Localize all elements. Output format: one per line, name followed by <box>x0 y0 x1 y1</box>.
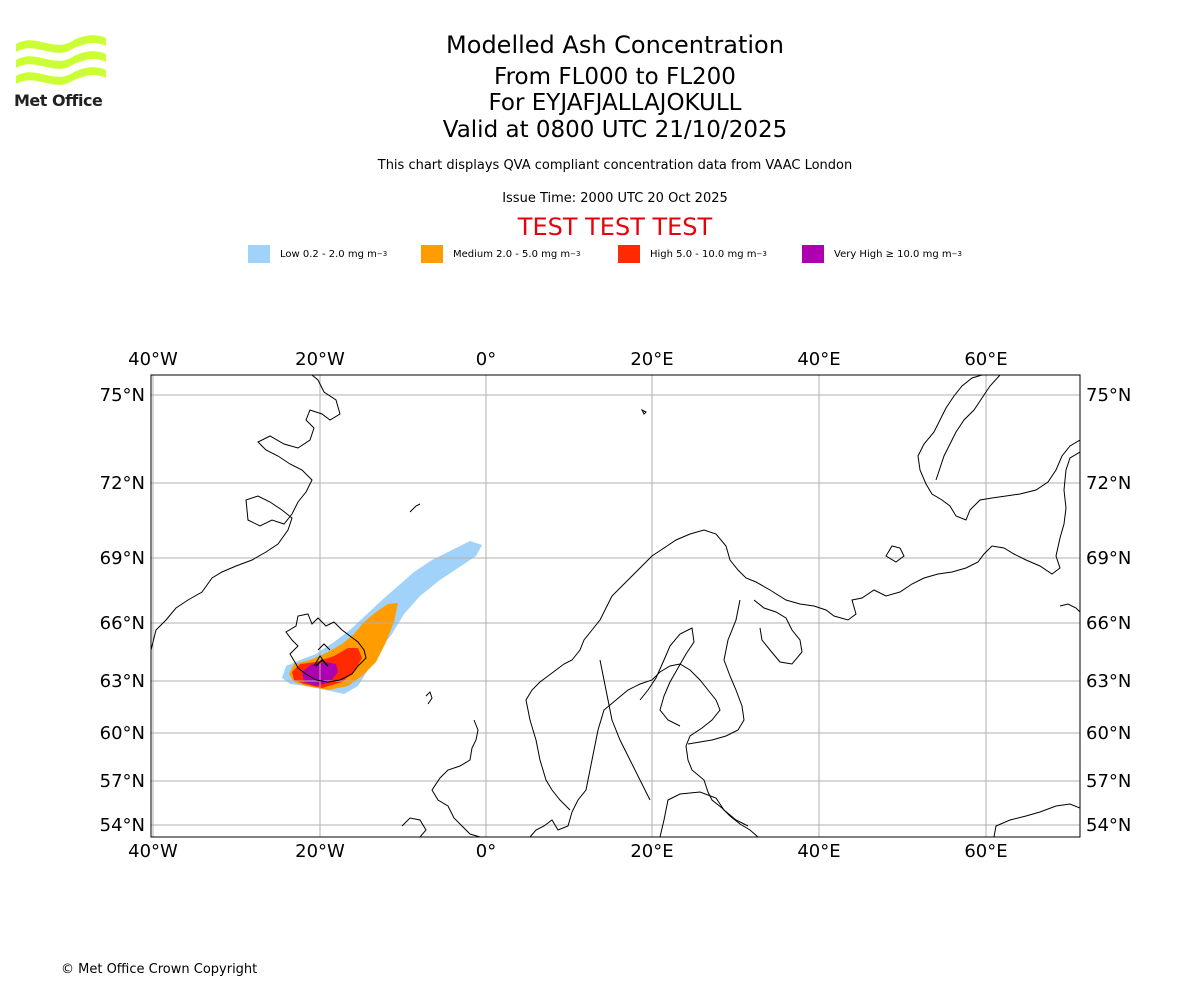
legend-label-very-high: Very High ≥ 10.0 mg m <box>834 248 952 260</box>
legend-item-high: High 5.0 - 10.0 mg m −3 <box>618 244 767 264</box>
lon-label: 40°W <box>128 349 178 370</box>
chart-title: Modelled Ash Concentration <box>446 31 784 59</box>
lat-label: 57°N <box>100 771 145 792</box>
lon-label: 20°W <box>295 841 345 862</box>
lat-label: 57°N <box>1086 771 1131 792</box>
lon-label: 20°E <box>630 349 673 370</box>
legend-label-high: High 5.0 - 10.0 mg m <box>650 248 757 260</box>
lon-label: 20°E <box>630 841 673 862</box>
lat-label: 54°N <box>100 815 145 836</box>
legend-unit-low: −3 <box>376 250 388 258</box>
chart-description: This chart displays QVA compliant concen… <box>377 158 853 173</box>
lon-label: 40°E <box>797 349 840 370</box>
lat-label: 72°N <box>1086 473 1131 494</box>
coastlines <box>151 375 1080 837</box>
lat-labels-left: 75°N 72°N 69°N 66°N 63°N 60°N 57°N 54°N <box>100 385 145 836</box>
map-gridlines <box>151 375 1080 837</box>
volcano-marker <box>315 658 329 667</box>
lon-label: 60°E <box>964 841 1007 862</box>
lat-label: 66°N <box>1086 613 1131 634</box>
copyright-notice: © Met Office Crown Copyright <box>61 962 258 977</box>
lon-label: 0° <box>476 349 496 370</box>
valid-time: Valid at 0800 UTC 21/10/2025 <box>442 117 788 143</box>
legend-label-low: Low 0.2 - 2.0 mg m <box>280 248 377 260</box>
met-office-logo <box>16 35 106 85</box>
lon-label: 60°E <box>964 349 1007 370</box>
legend-item-low: Low 0.2 - 2.0 mg m −3 <box>248 244 387 264</box>
met-office-logo-text: Met Office <box>14 91 103 110</box>
lat-label: 72°N <box>100 473 145 494</box>
legend-unit-medium: −3 <box>570 250 581 258</box>
legend-label-medium: Medium 2.0 - 5.0 mg m <box>453 248 571 260</box>
lon-labels-top: 40°W 20°W 0° 20°E 40°E 60°E <box>128 349 1007 370</box>
lat-label: 75°N <box>1086 385 1131 406</box>
lon-label: 40°W <box>128 841 178 862</box>
volcano-name: For EYJAFJALLAJOKULL <box>488 90 742 116</box>
lon-label: 40°E <box>797 841 840 862</box>
legend-item-medium: Medium 2.0 - 5.0 mg m −3 <box>421 244 580 264</box>
lat-label: 75°N <box>100 385 145 406</box>
flight-level-range: From FL000 to FL200 <box>494 64 736 90</box>
test-banner: TEST TEST TEST <box>517 213 713 241</box>
lat-label: 66°N <box>100 613 145 634</box>
legend-unit-very-high: −3 <box>951 250 962 258</box>
lon-labels-bottom: 40°W 20°W 0° 20°E 40°E 60°E <box>128 841 1007 862</box>
legend-item-very-high: Very High ≥ 10.0 mg m −3 <box>802 244 962 264</box>
lat-labels-right: 75°N 72°N 69°N 66°N 63°N 60°N 57°N 54°N <box>1086 385 1131 836</box>
lon-label: 0° <box>476 841 496 862</box>
lat-label: 69°N <box>1086 548 1131 569</box>
legend-swatch-high <box>618 245 640 263</box>
lat-label: 63°N <box>100 671 145 692</box>
legend-unit-high: −3 <box>756 250 767 258</box>
legend-swatch-very-high <box>802 245 824 263</box>
lon-label: 20°W <box>295 349 345 370</box>
lat-label: 69°N <box>100 548 145 569</box>
legend-swatch-low <box>248 245 270 263</box>
map-frame <box>150 374 1081 838</box>
lat-label: 60°N <box>1086 723 1131 744</box>
legend-swatch-medium <box>421 245 443 263</box>
issue-time: Issue Time: 2000 UTC 20 Oct 2025 <box>502 191 728 206</box>
lat-label: 63°N <box>1086 671 1131 692</box>
lat-label: 60°N <box>100 723 145 744</box>
lat-label: 54°N <box>1086 815 1131 836</box>
